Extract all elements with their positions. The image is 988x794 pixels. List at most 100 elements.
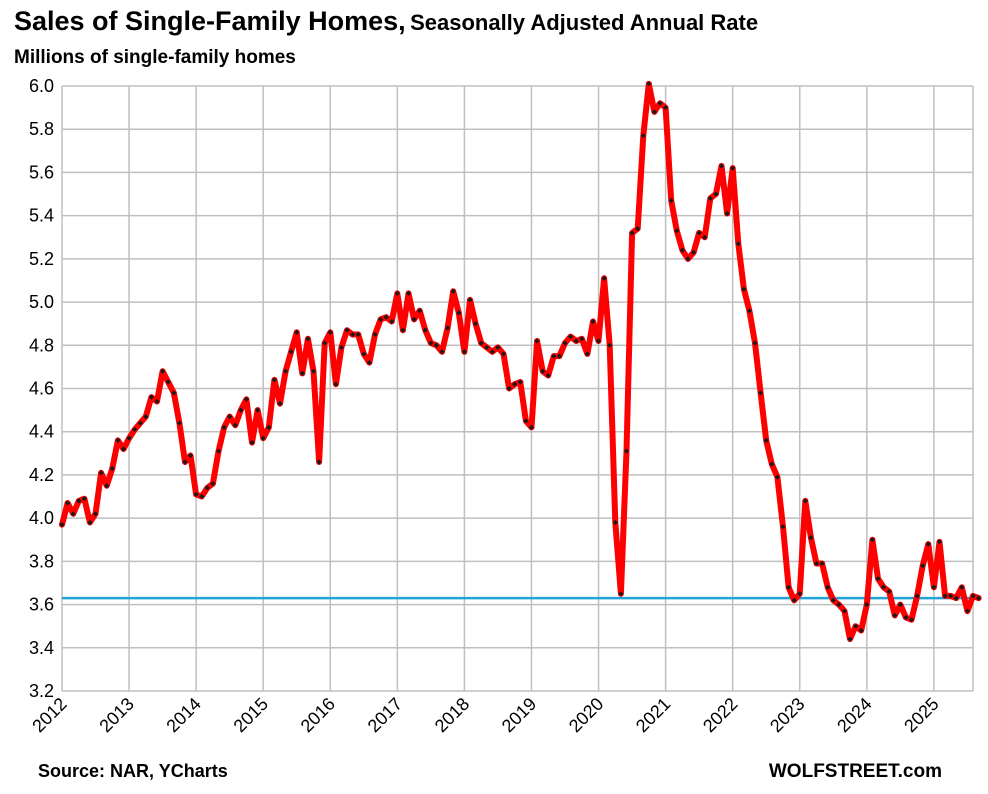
data-point bbox=[964, 608, 971, 614]
data-point bbox=[523, 418, 529, 424]
y-tick-label: 4.4 bbox=[29, 422, 54, 442]
data-point bbox=[853, 623, 859, 629]
data-point bbox=[836, 601, 842, 608]
y-tick-label: 4.6 bbox=[29, 379, 54, 399]
data-point bbox=[864, 601, 870, 608]
data-point bbox=[897, 601, 903, 608]
data-point bbox=[517, 379, 523, 385]
data-point bbox=[959, 584, 965, 590]
data-point bbox=[176, 420, 182, 426]
data-point bbox=[260, 435, 266, 441]
data-point bbox=[305, 336, 311, 342]
y-tick-label: 3.4 bbox=[29, 638, 54, 658]
data-point bbox=[724, 210, 730, 217]
x-tick-label: 2023 bbox=[766, 694, 808, 736]
data-point bbox=[294, 329, 300, 335]
data-point bbox=[601, 275, 607, 281]
data-point bbox=[690, 249, 697, 255]
y-tick-label: 5.2 bbox=[29, 249, 54, 269]
brand-logo-text: WOLFSTREET.com bbox=[768, 761, 942, 782]
data-point bbox=[137, 420, 143, 426]
x-tick-label: 2015 bbox=[230, 694, 272, 736]
data-point bbox=[478, 340, 484, 346]
data-point bbox=[495, 344, 501, 351]
data-point bbox=[512, 381, 518, 387]
data-point bbox=[685, 256, 691, 262]
data-point bbox=[562, 340, 568, 346]
data-point bbox=[322, 340, 328, 346]
data-point bbox=[338, 344, 345, 351]
x-tick-label: 2025 bbox=[900, 694, 942, 736]
x-tick-label: 2016 bbox=[297, 694, 339, 736]
y-tick-label: 4.0 bbox=[29, 508, 54, 528]
data-point bbox=[383, 314, 389, 320]
data-point bbox=[59, 522, 65, 528]
data-point bbox=[595, 338, 602, 344]
y-tick-label: 5.0 bbox=[29, 292, 54, 312]
data-point bbox=[327, 329, 333, 335]
data-point bbox=[556, 353, 563, 359]
x-tick-label: 2024 bbox=[833, 694, 875, 736]
data-point bbox=[154, 398, 160, 405]
data-point bbox=[892, 612, 898, 618]
data-point bbox=[741, 286, 747, 292]
data-point bbox=[98, 470, 104, 476]
data-point bbox=[925, 541, 931, 547]
data-point bbox=[869, 537, 875, 543]
data-point bbox=[104, 483, 110, 489]
data-point bbox=[830, 597, 836, 603]
data-point bbox=[808, 534, 814, 541]
data-point bbox=[215, 448, 222, 454]
grid-lines bbox=[61, 85, 974, 692]
data-point bbox=[914, 593, 920, 599]
data-point bbox=[126, 435, 132, 441]
data-point bbox=[182, 459, 188, 465]
x-tick-label: 2022 bbox=[699, 694, 741, 736]
data-point bbox=[439, 349, 445, 355]
data-point bbox=[210, 480, 216, 487]
source-note: Source: NAR, YCharts bbox=[38, 761, 228, 781]
data-point bbox=[243, 396, 250, 402]
data-point bbox=[668, 197, 674, 204]
data-point bbox=[735, 241, 741, 247]
data-markers bbox=[59, 81, 982, 642]
series-line bbox=[59, 80, 982, 643]
chart-subtitle: Seasonally Adjusted Annual Rate bbox=[410, 10, 759, 35]
data-point bbox=[232, 422, 238, 428]
data-point bbox=[266, 424, 272, 430]
data-point bbox=[534, 338, 540, 344]
data-point bbox=[422, 327, 428, 333]
data-point bbox=[813, 560, 820, 567]
data-point bbox=[115, 437, 121, 443]
data-point bbox=[204, 485, 210, 491]
data-point bbox=[908, 617, 915, 623]
data-point bbox=[148, 394, 155, 400]
data-point bbox=[528, 424, 535, 430]
data-point bbox=[70, 511, 76, 517]
data-point bbox=[612, 519, 618, 526]
data-point bbox=[769, 461, 775, 467]
data-point bbox=[847, 636, 853, 642]
data-point bbox=[623, 448, 630, 454]
y-tick-label: 3.8 bbox=[29, 551, 54, 571]
data-point bbox=[456, 310, 462, 316]
data-point bbox=[350, 331, 356, 338]
data-point bbox=[81, 496, 87, 502]
data-point bbox=[171, 390, 177, 396]
data-point bbox=[707, 195, 713, 201]
x-tick-label: 2021 bbox=[632, 694, 674, 736]
data-point bbox=[445, 325, 451, 331]
data-point bbox=[461, 349, 468, 355]
x-tick-label: 2020 bbox=[565, 694, 607, 736]
data-point bbox=[333, 381, 339, 387]
data-point bbox=[657, 100, 663, 106]
data-point bbox=[763, 437, 769, 443]
data-point bbox=[640, 133, 646, 139]
data-point bbox=[791, 597, 797, 603]
data-point bbox=[573, 338, 579, 344]
data-point bbox=[227, 413, 233, 420]
data-point bbox=[467, 297, 473, 303]
data-point bbox=[646, 81, 652, 87]
data-point bbox=[936, 539, 943, 545]
data-point bbox=[629, 230, 635, 236]
